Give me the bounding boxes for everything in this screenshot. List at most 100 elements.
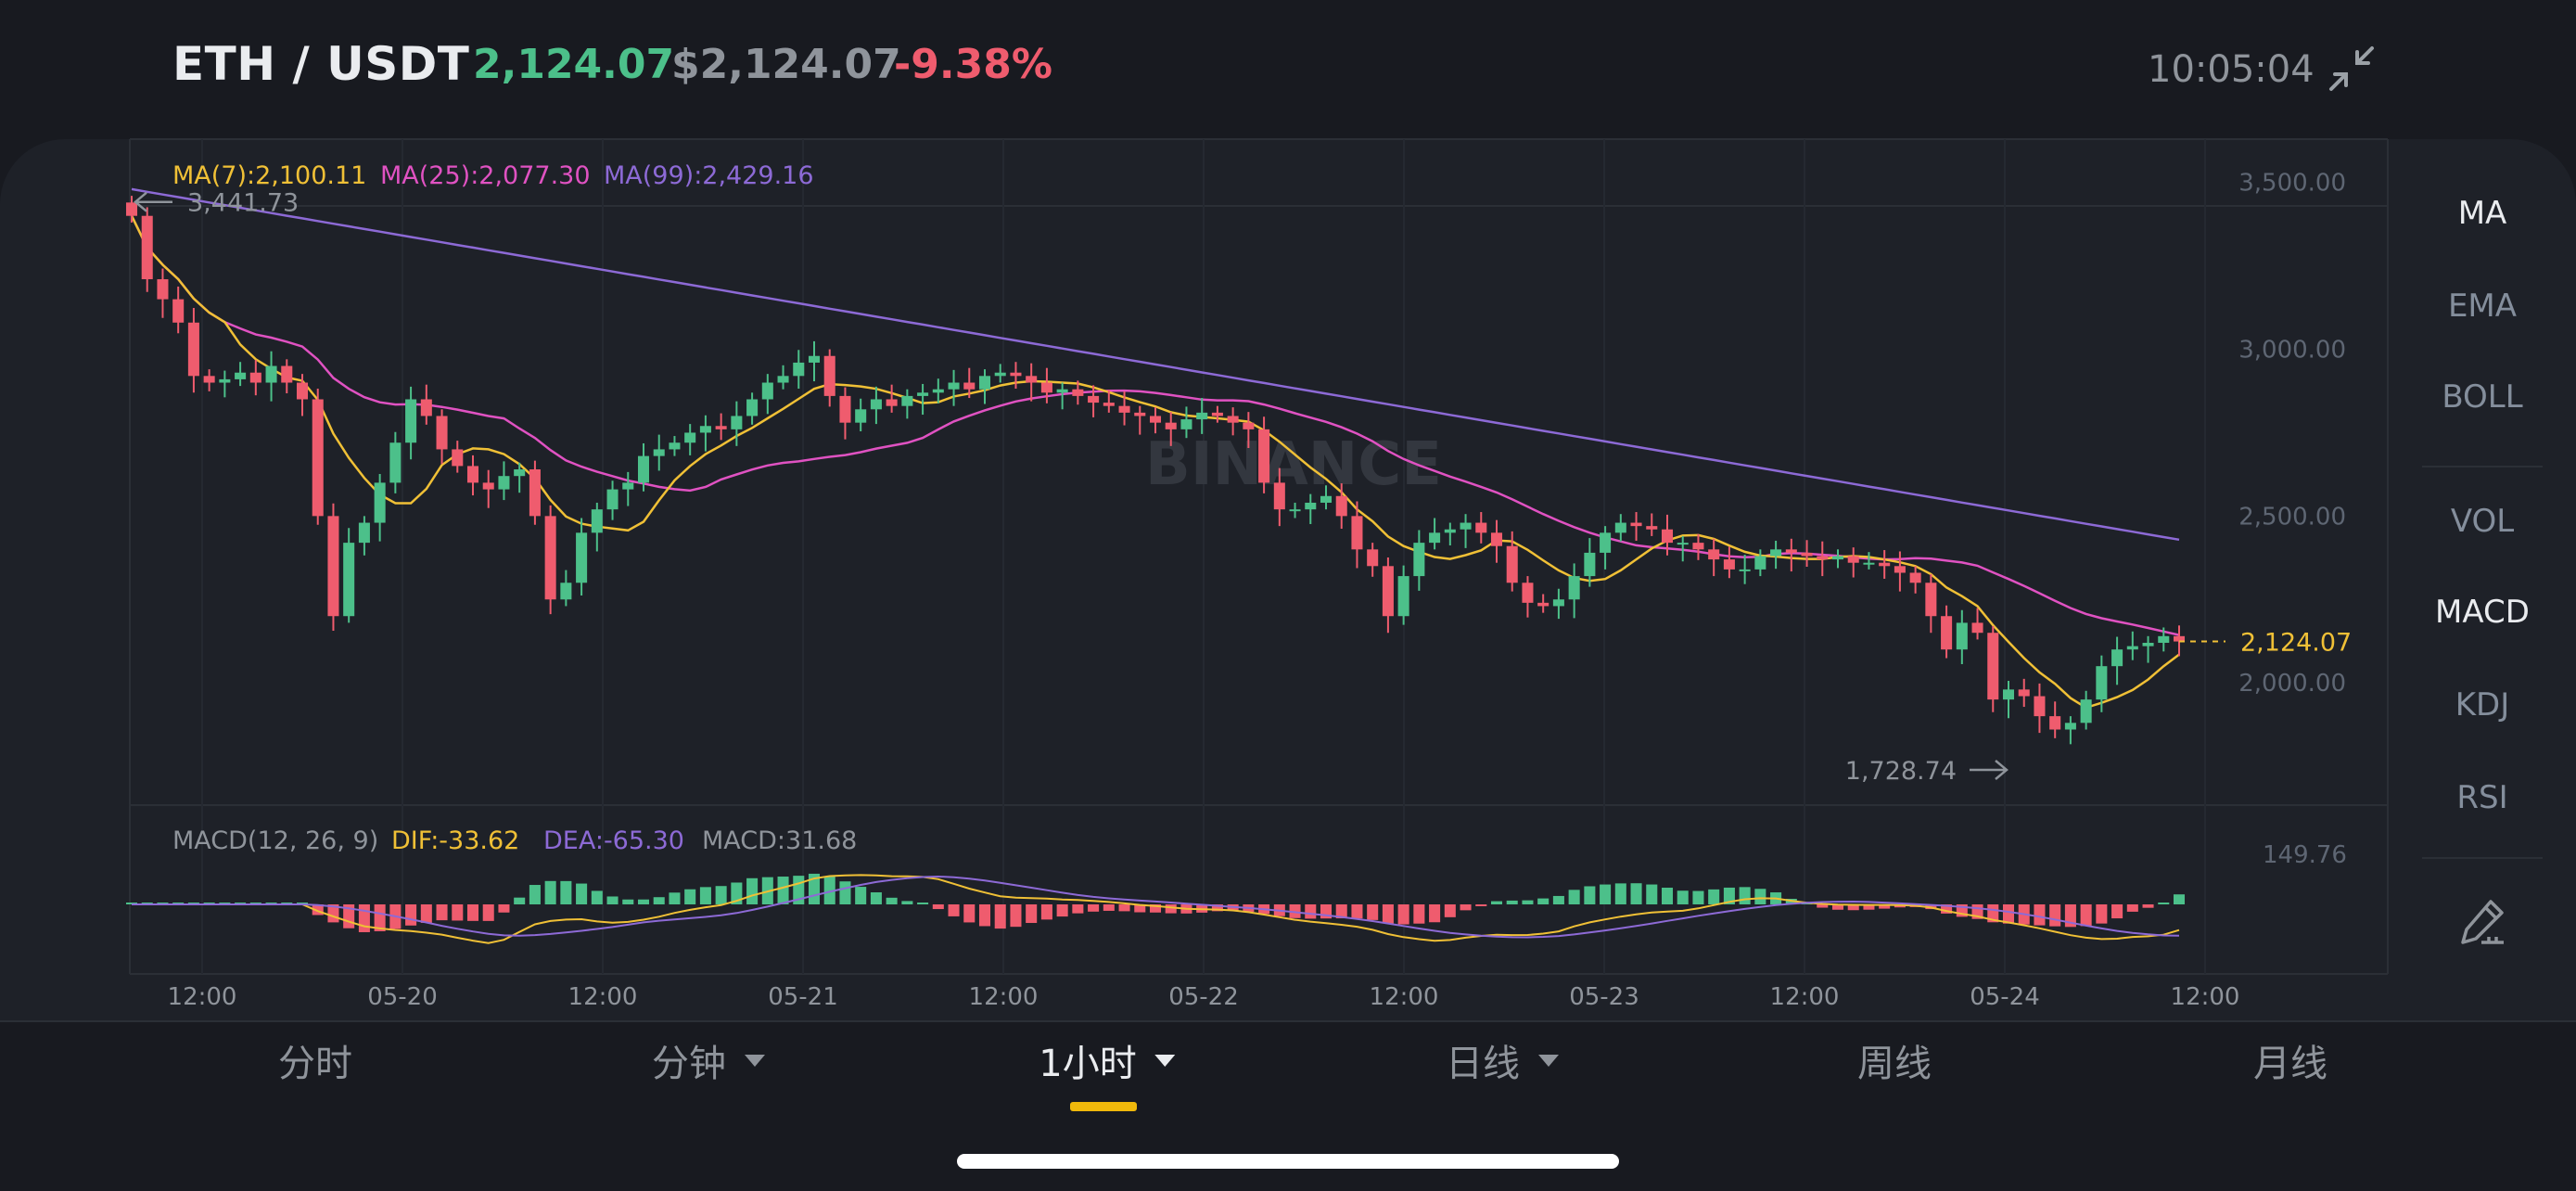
dif-line (132, 874, 2180, 944)
candle-down (1211, 412, 1223, 416)
candle-down (141, 215, 153, 280)
candle-up (1584, 552, 1596, 577)
candle-down (1646, 526, 1658, 530)
candle-up (560, 583, 572, 600)
candle-down (1351, 516, 1363, 550)
macd-bar (1165, 904, 1177, 914)
macd-bar (1817, 904, 1829, 908)
candle-up (235, 372, 247, 379)
binance-watermark: BINANCE (1145, 430, 1442, 499)
candle-up (777, 376, 789, 383)
chart-panel (0, 139, 2576, 1020)
macd-bar (978, 904, 991, 927)
indicator-macd[interactable]: MACD (2435, 594, 2530, 631)
macd-bar (1584, 886, 1596, 904)
y-tick-label: 2,500.00 (2238, 503, 2346, 531)
candle-up (653, 449, 665, 456)
candle-up (793, 362, 805, 377)
tab-1-hour[interactable]: 1小时 (1039, 1033, 1176, 1087)
candle-down (1785, 549, 1797, 553)
candle-up (1196, 412, 1208, 420)
candle-up (932, 389, 944, 393)
macd-bar (684, 889, 696, 904)
indicator-boll[interactable]: BOLL (2442, 378, 2523, 416)
indicator-ema[interactable]: EMA (2447, 288, 2518, 325)
macd-bar (1026, 904, 1038, 924)
macd-bar (606, 896, 618, 904)
ma99-line (131, 187, 2180, 542)
macd-bar (1335, 904, 1347, 919)
candle-up (1754, 556, 1766, 570)
candle-down (1941, 616, 1953, 650)
candle-down (1165, 422, 1177, 429)
x-tick-label: 12:00 (1370, 983, 1439, 1011)
candle-up (2111, 649, 2123, 667)
candle-up (978, 376, 991, 390)
candle-up (1956, 622, 1968, 650)
macd-bar (1941, 904, 1953, 914)
macd-bar (1646, 884, 1658, 904)
candle-up (2158, 635, 2170, 644)
tab-daily[interactable]: 日线 (1446, 1033, 1559, 1087)
candle-up (1429, 532, 1441, 544)
indicator-kdj[interactable]: KDJ (2455, 686, 2510, 724)
tab-monthly[interactable]: 月线 (2253, 1043, 2327, 1085)
indicator-divider (2422, 857, 2543, 859)
candle-up (808, 355, 821, 363)
arrow-left-icon (134, 191, 172, 212)
candle-down (436, 416, 448, 450)
candle-down (1971, 622, 1983, 634)
macd-bar (420, 904, 432, 923)
candle-up (1677, 543, 1689, 545)
macd-bar (2096, 904, 2108, 924)
macd-bar (2126, 904, 2138, 912)
candle-down (1103, 403, 1115, 406)
macd-dea: DEA:-65.30 (543, 826, 684, 855)
y-tick-label: 3,500.00 (2238, 170, 2346, 198)
clock: 10:05:04 (2148, 48, 2315, 91)
indicator-divider (2422, 466, 2543, 467)
candle-up (498, 476, 510, 490)
candle-down (1909, 572, 1921, 583)
macd-bar (2080, 904, 2092, 927)
indicator-ma[interactable]: MA (2457, 195, 2507, 232)
macd-bar (622, 899, 634, 904)
home-indicator (957, 1154, 1619, 1169)
candle-up (870, 399, 882, 410)
candle-up (1397, 576, 1409, 617)
macd-value: MACD:31.68 (702, 826, 857, 855)
candle-down (327, 516, 339, 617)
macd-bar (1056, 904, 1068, 917)
macd-bar (2111, 904, 2123, 919)
candle-up (1863, 562, 1875, 565)
tab-weekly[interactable]: 周线 (1857, 1043, 1932, 1085)
tab-minute[interactable]: 分钟 (652, 1033, 765, 1087)
macd-bar (870, 892, 882, 904)
candle-down (1925, 583, 1937, 617)
candle-up (917, 392, 929, 396)
candle-down (281, 365, 293, 383)
usd-price: $2,124.07 (671, 41, 901, 88)
tab-timeline[interactable]: 分时 (278, 1043, 352, 1085)
macd-bar (839, 881, 851, 904)
candle-down (1630, 522, 1642, 527)
macd-bar (374, 904, 386, 931)
candle-up (2096, 666, 2108, 700)
macd-bar (544, 880, 556, 904)
candle-down (715, 426, 727, 429)
indicator-rsi[interactable]: RSI (2456, 779, 2508, 816)
collapse-arrows-icon[interactable] (2326, 43, 2378, 95)
candle-down (1879, 562, 1891, 567)
pen-ruler-icon[interactable] (2457, 896, 2509, 948)
macd-bar (1568, 890, 1580, 904)
candle-up (637, 455, 650, 483)
candle-down (1817, 556, 1829, 560)
indicator-vol[interactable]: VOL (2450, 503, 2515, 540)
macd-bar (932, 904, 944, 910)
ticker-header: ETH / USDT 2,124.07 $2,124.07 -9.38% 10:… (0, 0, 2576, 139)
candlestick-chart[interactable]: BINANCE 3,500.00 3,000.00 2,500.00 2,000.00… (0, 0, 2576, 1020)
candle-down (312, 399, 324, 517)
candle-up (699, 426, 711, 433)
last-price: 2,124.07 (473, 41, 675, 88)
candle-down (249, 372, 261, 383)
